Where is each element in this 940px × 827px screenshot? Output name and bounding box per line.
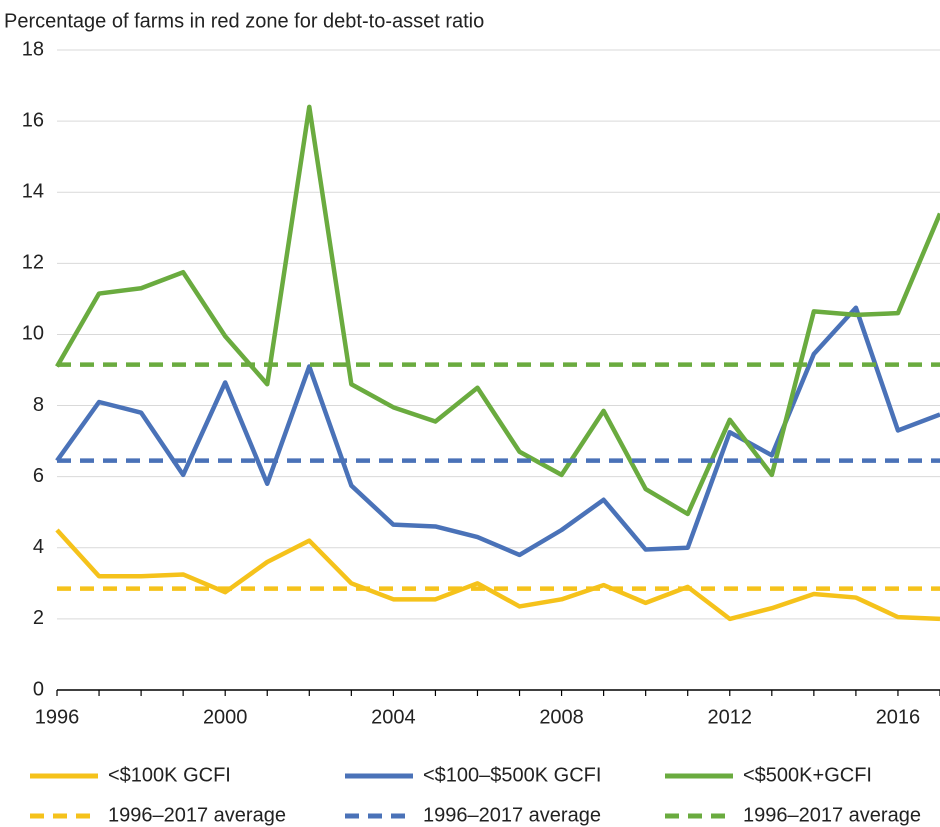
legend-item: 1996–2017 average (30, 804, 286, 826)
legend-item: <$100K GCFI (30, 764, 231, 786)
legend-item: 1996–2017 average (665, 804, 921, 826)
legend-item: <$500K+GCFI (665, 764, 872, 786)
y-tick-label: 4 (33, 536, 44, 558)
y-tick-label: 18 (22, 38, 44, 60)
legend-label: 1996–2017 average (743, 804, 921, 826)
x-tick-label: 2000 (203, 706, 248, 728)
y-tick-label: 0 (33, 678, 44, 700)
legend-label: <$500K+GCFI (743, 764, 872, 786)
x-tick-label: 1996 (35, 706, 80, 728)
y-tick-label: 6 (33, 465, 44, 487)
y-tick-label: 16 (22, 109, 44, 131)
series-line (55, 305, 940, 558)
legend-label: 1996–2017 average (108, 804, 286, 826)
y-tick-label: 2 (33, 607, 44, 629)
x-tick-label: 2016 (876, 706, 921, 728)
series-line (55, 104, 940, 517)
y-tick-label: 12 (22, 252, 44, 274)
chart-title: Percentage of farms in red zone for debt… (4, 10, 484, 32)
y-tick-label: 10 (22, 323, 44, 345)
legend-item: <$100–$500K GCFI (345, 764, 601, 786)
legend-label: 1996–2017 average (423, 804, 601, 826)
legend-item: 1996–2017 average (345, 804, 601, 826)
legend-label: <$100K GCFI (108, 764, 231, 786)
y-tick-label: 14 (22, 181, 44, 203)
series-line (55, 528, 940, 622)
x-tick-label: 2008 (539, 706, 584, 728)
y-tick-label: 8 (33, 394, 44, 416)
x-tick-label: 2004 (371, 706, 416, 728)
legend-label: <$100–$500K GCFI (423, 764, 601, 786)
x-tick-label: 2012 (708, 706, 753, 728)
